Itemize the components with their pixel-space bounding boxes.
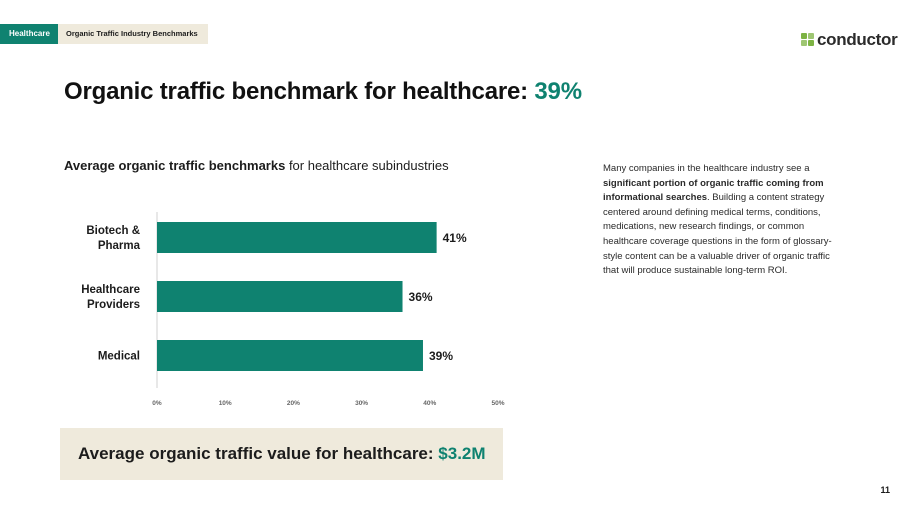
description-text: Many companies in the healthcare industr… xyxy=(603,162,843,279)
logo-text: conductor xyxy=(817,30,898,49)
description-part2: . Building a content strategy centered a… xyxy=(603,192,832,277)
x-tick-label: 40% xyxy=(423,400,436,407)
conductor-logo-icon xyxy=(801,33,815,47)
bar xyxy=(157,281,403,312)
category-label: Pharma xyxy=(98,240,141,252)
bar xyxy=(157,340,423,371)
category-label: Medical xyxy=(98,351,140,363)
value-callout-label: Average organic traffic value for health… xyxy=(78,444,434,463)
data-label: 41% xyxy=(443,231,467,245)
x-tick-label: 20% xyxy=(287,400,300,407)
page-title: Organic traffic benchmark for healthcare… xyxy=(64,78,582,106)
category-label: Biotech & xyxy=(86,225,140,237)
description-bold: significant portion of organic traffic c… xyxy=(603,177,824,204)
title-value: 39% xyxy=(534,78,582,105)
title-text: Organic traffic benchmark for healthcare… xyxy=(64,78,528,105)
chart-heading: Average organic traffic benchmarks for h… xyxy=(64,158,449,173)
value-callout-value: $3.2M xyxy=(438,444,486,463)
x-tick-label: 30% xyxy=(355,400,368,407)
data-label: 39% xyxy=(429,349,453,363)
x-tick-label: 10% xyxy=(219,400,232,407)
page-number: 11 xyxy=(880,485,890,495)
conductor-logo: conductor xyxy=(801,30,898,50)
category-label: Healthcare xyxy=(81,284,140,296)
x-tick-label: 50% xyxy=(491,400,504,407)
bar xyxy=(157,222,437,253)
data-label: 36% xyxy=(409,290,433,304)
description-part1: Many companies in the healthcare industr… xyxy=(603,163,810,174)
bar-chart: 41% Biotech & Pharma 36% Healthcare Providers… xyxy=(81,212,505,407)
section-tag: Healthcare xyxy=(0,24,58,44)
value-callout: Average organic traffic value for health… xyxy=(60,428,503,480)
category-label: Providers xyxy=(87,299,140,311)
chart-heading-rest: for healthcare subindustries xyxy=(285,158,449,173)
chart-heading-bold: Average organic traffic benchmarks xyxy=(64,158,286,173)
x-tick-label: 0% xyxy=(152,400,162,407)
topic-tag: Organic Traffic Industry Benchmarks xyxy=(58,24,208,44)
value-callout-text: Average organic traffic value for health… xyxy=(78,444,486,464)
breadcrumb: Healthcare Organic Traffic Industry Benc… xyxy=(0,24,208,44)
